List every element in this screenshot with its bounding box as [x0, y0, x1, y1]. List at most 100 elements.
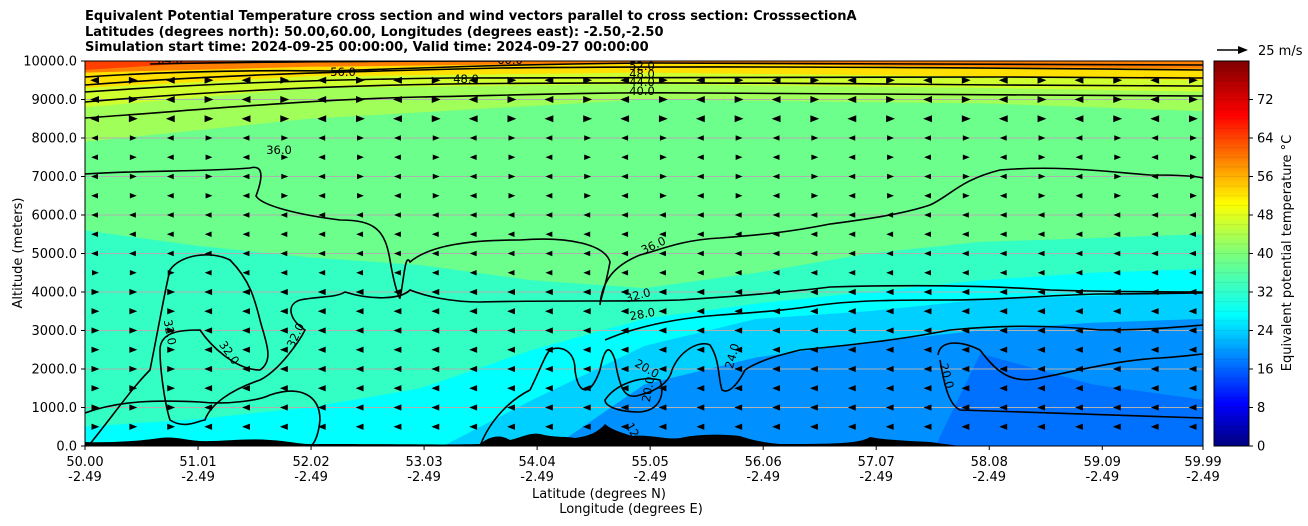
- wind-vector: [1075, 135, 1083, 141]
- colorbar-tick-label: 32: [1257, 286, 1274, 301]
- wind-vector: [961, 365, 970, 373]
- wind-vector: [91, 173, 98, 180]
- wind-vector: [1190, 154, 1197, 160]
- x-tick-label-lon: -2.49: [1186, 470, 1220, 485]
- wind-vector: [1075, 365, 1083, 373]
- wind-vector: [923, 76, 932, 84]
- wind-vector: [241, 76, 251, 84]
- y-tick-label: 9000.0: [32, 93, 78, 108]
- contour-label: 60.0: [497, 53, 523, 67]
- wind-vector: [848, 135, 856, 141]
- wind-vector: [432, 154, 440, 160]
- wind-vector: [582, 404, 591, 411]
- wind-vector: [545, 154, 553, 160]
- x-tick-label-lon: -2.49: [294, 470, 328, 485]
- wind-vector: [924, 231, 931, 237]
- wind-vector: [961, 385, 970, 392]
- wind-vector: [432, 173, 440, 180]
- wind-vector: [1150, 327, 1159, 334]
- wind-vector: [999, 270, 1007, 276]
- wind-vector: [545, 193, 553, 199]
- contour-label: 12: [623, 420, 642, 440]
- wind-vector: [998, 76, 1008, 84]
- wind-vector: [1188, 346, 1197, 353]
- wind-vector: [129, 193, 137, 199]
- contour-label: 36.0: [266, 143, 292, 157]
- wind-vector: [317, 308, 326, 315]
- wind-vector: [1189, 250, 1196, 257]
- wind-vector: [545, 212, 553, 218]
- wind-vector: [545, 231, 553, 237]
- wind-vector: [507, 288, 515, 296]
- wind-vector: [1151, 173, 1159, 180]
- wind-vector: [355, 423, 364, 430]
- wind-vector: [734, 115, 744, 123]
- wind-vector: [355, 404, 364, 411]
- wind-vector: [242, 193, 250, 199]
- x-tick-label-lat: 58.08: [971, 455, 1008, 470]
- wind-vector: [658, 115, 668, 123]
- fill-band-16: [935, 353, 1203, 446]
- wind-vector: [279, 404, 288, 411]
- wind-vector: [356, 250, 364, 257]
- wind-vector: [583, 212, 591, 218]
- wind-vector: [1038, 173, 1046, 180]
- wind-vector: [507, 76, 517, 84]
- wind-vector: [734, 270, 742, 276]
- wind-vector: [129, 365, 138, 373]
- wind-vector: [507, 404, 515, 411]
- x-tick-label-lon: -2.49: [181, 470, 215, 485]
- wind-vector: [772, 288, 781, 296]
- wind-vector: [204, 76, 214, 84]
- wind-vector: [848, 212, 856, 218]
- wind-vector: [924, 270, 931, 276]
- wind-vector: [924, 154, 931, 160]
- wind-vector: [810, 346, 818, 353]
- wind-vector: [734, 231, 742, 237]
- wind-vector: [242, 270, 250, 276]
- wind-vector: [772, 250, 780, 257]
- wind-vector: [772, 404, 781, 411]
- wind-vector: [166, 250, 174, 257]
- wind-vector: [129, 308, 138, 315]
- wind-vector: [545, 135, 553, 141]
- x-tick-label-lon: -2.49: [407, 470, 441, 485]
- wind-vector: [961, 423, 970, 430]
- y-tick-label: 4000.0: [32, 286, 78, 301]
- wind-vector: [620, 308, 629, 315]
- wind-vector: [584, 135, 592, 141]
- wind-vector: [242, 231, 250, 237]
- contour-line-36: [85, 166, 1203, 306]
- wind-vector: [355, 365, 364, 373]
- wind-vector: [620, 327, 629, 334]
- wind-vector: [961, 212, 969, 218]
- wind-vector: [999, 193, 1007, 199]
- contour-label: 56.0: [330, 65, 356, 79]
- quiver-key-label: 25 m/s: [1258, 44, 1303, 59]
- wind-vector: [659, 231, 666, 237]
- y-tick-label: 7000.0: [32, 170, 78, 185]
- wind-vector: [1190, 173, 1197, 180]
- wind-vector: [961, 115, 971, 123]
- wind-vector: [1075, 270, 1083, 276]
- wind-vector: [205, 173, 213, 180]
- wind-vector: [204, 385, 213, 392]
- contour-line-40: [85, 92, 1203, 119]
- wind-vector: [280, 95, 290, 104]
- chart-title: Equivalent Potential Temperature cross s…: [85, 9, 857, 56]
- wind-vector: [1037, 115, 1047, 123]
- wind-vector: [923, 95, 932, 104]
- wind-vector: [658, 346, 667, 353]
- wind-vector: [432, 193, 440, 199]
- wind-vector: [1037, 346, 1046, 353]
- wind-vector: [90, 115, 99, 123]
- wind-vector: [1151, 270, 1159, 276]
- wind-vector: [394, 231, 401, 237]
- wind-vector: [1189, 270, 1196, 276]
- wind-vector: [1151, 135, 1159, 141]
- wind-vector: [734, 76, 744, 84]
- wind-vector: [924, 250, 931, 257]
- wind-vector: [772, 193, 780, 199]
- wind-vector: [90, 76, 99, 84]
- wind-vector: [544, 76, 554, 84]
